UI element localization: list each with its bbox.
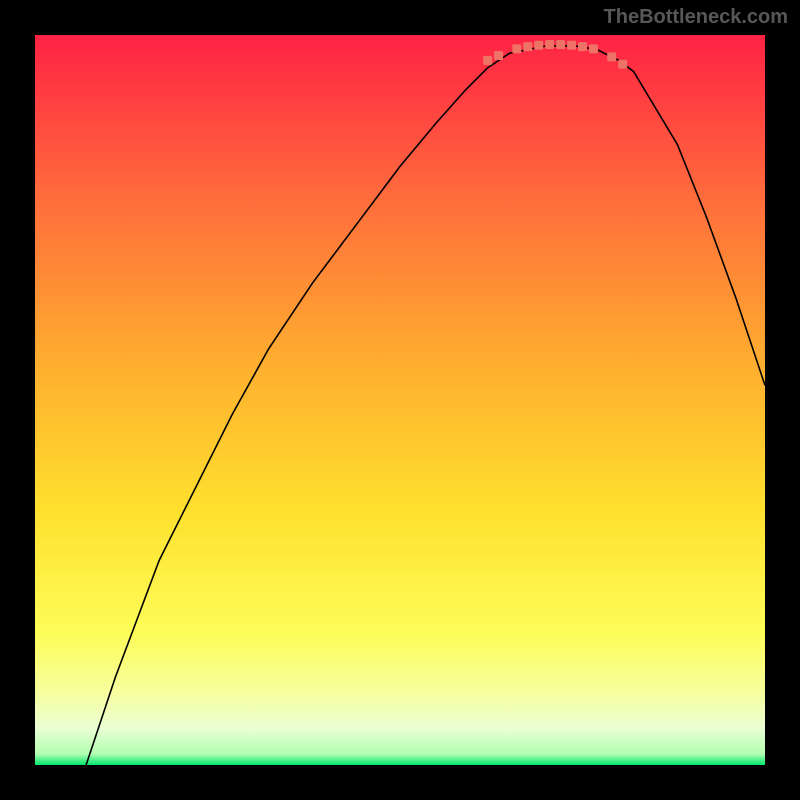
watermark-text: TheBottleneck.com	[604, 6, 788, 29]
marker-point	[494, 51, 503, 60]
plot-area	[35, 35, 765, 765]
marker-point	[512, 44, 521, 53]
marker-point	[523, 42, 532, 51]
marker-point	[545, 40, 554, 49]
marker-point	[483, 56, 492, 65]
marker-point	[618, 60, 627, 69]
marker-point	[607, 52, 616, 61]
marker-point	[567, 41, 576, 50]
chart-svg	[35, 35, 765, 765]
chart-container: TheBottleneck.com	[0, 0, 800, 800]
marker-point	[589, 44, 598, 53]
gradient-background	[35, 35, 765, 765]
marker-point	[578, 42, 587, 51]
marker-point	[556, 40, 565, 49]
marker-point	[534, 41, 543, 50]
